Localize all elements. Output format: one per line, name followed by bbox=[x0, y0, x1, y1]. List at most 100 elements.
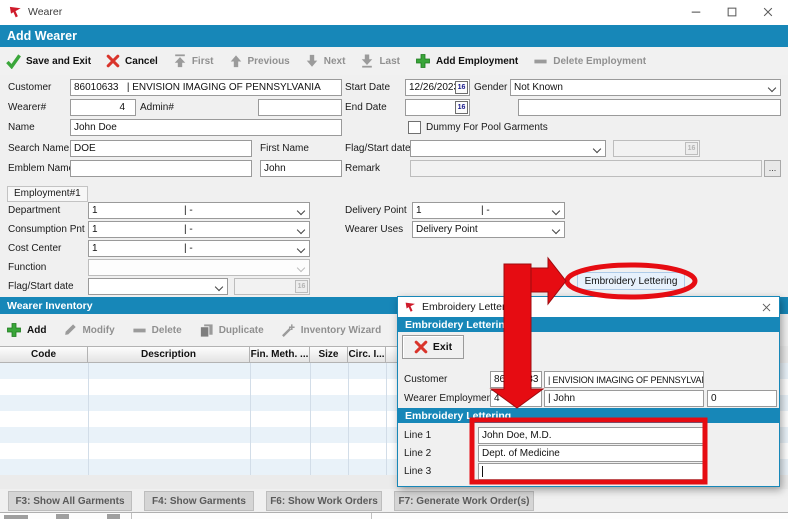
dialog-employment-no-field[interactable]: 4 bbox=[490, 390, 542, 407]
line2-field[interactable]: Dept. of Medicine bbox=[478, 445, 704, 462]
green-plus-icon bbox=[7, 323, 21, 337]
dialog-lettering-section-header: Embroidery Lettering bbox=[398, 408, 779, 423]
wearer-uses-select[interactable]: Delivery Point bbox=[412, 221, 565, 238]
delivery-point-label: Delivery Point bbox=[345, 205, 407, 216]
column-header-size[interactable]: Size bbox=[310, 346, 348, 363]
wearer-uses-label: Wearer Uses bbox=[345, 224, 404, 235]
dialog-section-header: Embroidery Lettering bbox=[398, 317, 779, 332]
dialog-employment-seq-field[interactable]: 0 bbox=[707, 390, 777, 407]
admin-no-label: Admin# bbox=[140, 102, 174, 113]
admin-no-field[interactable] bbox=[258, 99, 342, 116]
department-select[interactable]: 1 | - bbox=[88, 202, 310, 219]
dialog-customer-no-field[interactable]: 86010633 bbox=[490, 371, 542, 388]
customer-field[interactable]: 86010633 | ENVISION IMAGING OF PENNSYLVA… bbox=[70, 79, 342, 96]
column-header-fin-meth[interactable]: Fin. Meth. ... bbox=[250, 346, 310, 363]
consumption-pnt-select[interactable]: 1 | - bbox=[88, 221, 310, 238]
minus-icon bbox=[534, 59, 547, 63]
background-window-sliver bbox=[0, 512, 788, 519]
cost-center-select[interactable]: 1 | - bbox=[88, 240, 310, 257]
dialog-customer-name-field[interactable]: | ENVISION IMAGING OF PENNSYLVANIA bbox=[544, 371, 704, 388]
dialog-customer-label: Customer bbox=[404, 374, 448, 385]
line2-label: Line 2 bbox=[404, 448, 432, 459]
function-select bbox=[88, 259, 310, 276]
chevron-down-icon bbox=[296, 206, 306, 216]
red-x-icon bbox=[414, 340, 428, 354]
save-and-exit-button[interactable]: Save and Exit bbox=[6, 53, 91, 69]
show-work-orders-button[interactable]: F6: Show Work Orders bbox=[266, 491, 382, 511]
inventory-add-button[interactable]: Add bbox=[6, 322, 46, 338]
search-name-label: Search Name bbox=[8, 143, 70, 154]
wearer-no-label: Wearer# bbox=[8, 102, 47, 113]
column-header-circ[interactable]: Circ. I... bbox=[348, 346, 386, 363]
department-label: Department bbox=[8, 205, 61, 216]
first-button[interactable]: First bbox=[173, 54, 214, 68]
window-title: Wearer bbox=[28, 6, 63, 18]
wearer-no-field[interactable]: 4 bbox=[70, 99, 136, 116]
last-button[interactable]: Last bbox=[360, 54, 400, 68]
show-garments-button[interactable]: F4: Show Garments bbox=[144, 491, 254, 511]
dummy-pool-label: Dummy For Pool Garments bbox=[426, 122, 548, 133]
chevron-down-icon bbox=[214, 282, 224, 292]
dialog-toolbar: Exit bbox=[398, 332, 779, 362]
pencil-icon bbox=[65, 324, 77, 335]
column-header-code[interactable]: Code bbox=[0, 346, 88, 363]
inventory-modify-button[interactable]: Modify bbox=[63, 323, 115, 337]
line3-field[interactable] bbox=[478, 463, 704, 480]
chevron-down-icon bbox=[296, 263, 306, 273]
remark-browse-button[interactable]: ... bbox=[764, 160, 781, 177]
calendar-button-disabled: 16 bbox=[685, 142, 698, 155]
name-field[interactable]: John Doe bbox=[70, 119, 342, 136]
first-arrow-icon bbox=[174, 54, 186, 68]
maximize-button[interactable] bbox=[716, 0, 748, 24]
previous-button[interactable]: Previous bbox=[229, 54, 290, 68]
inventory-delete-button[interactable]: Delete bbox=[132, 323, 182, 338]
start-date-field[interactable]: 12/26/2023 16 bbox=[405, 79, 470, 96]
app-logo-icon bbox=[405, 302, 415, 312]
calendar-button[interactable]: 16 bbox=[455, 101, 468, 114]
exit-button[interactable]: Exit bbox=[402, 335, 464, 359]
page-title: Add Wearer bbox=[7, 29, 77, 43]
embroidery-lettering-dialog: Embroidery Lettering Embroidery Letterin… bbox=[397, 296, 780, 487]
close-button[interactable] bbox=[752, 0, 784, 24]
gender-select[interactable]: Not Known bbox=[510, 79, 781, 96]
inventory-duplicate-button[interactable]: Duplicate bbox=[199, 323, 264, 338]
gender-extra-field[interactable] bbox=[518, 99, 781, 116]
main-toolbar: Save and Exit Cancel First Previous Next… bbox=[0, 47, 788, 75]
first-name-label: First Name bbox=[260, 143, 309, 154]
emblem-name-field[interactable] bbox=[70, 160, 252, 177]
first-name-field[interactable]: John bbox=[260, 160, 342, 177]
page-header: Add Wearer bbox=[0, 25, 788, 47]
flag-start-date-select[interactable] bbox=[410, 140, 606, 157]
dialog-employment-name-field[interactable]: | John bbox=[544, 390, 704, 407]
dialog-close-button[interactable] bbox=[756, 299, 776, 315]
window-titlebar: Wearer bbox=[0, 0, 788, 26]
name-label: Name bbox=[8, 122, 35, 133]
column-header-description[interactable]: Description bbox=[88, 346, 250, 363]
down-arrow-icon bbox=[306, 54, 317, 67]
delete-employment-button[interactable]: Delete Employment bbox=[533, 54, 646, 69]
tab-employment-1[interactable]: Employment#1 bbox=[7, 186, 88, 202]
generate-work-orders-button[interactable]: F7: Generate Work Order(s) bbox=[394, 491, 534, 511]
delivery-point-select[interactable]: 1 | - bbox=[412, 202, 565, 219]
emblem-name-label: Emblem Name bbox=[8, 163, 75, 174]
cancel-button[interactable]: Cancel bbox=[106, 54, 158, 68]
close-icon bbox=[762, 303, 770, 311]
employment-flag-start-select[interactable] bbox=[88, 278, 228, 295]
minimize-button[interactable] bbox=[680, 0, 712, 24]
end-date-field[interactable]: 16 bbox=[405, 99, 470, 116]
line1-field[interactable]: John Doe, M.D. bbox=[478, 427, 704, 444]
add-employment-button[interactable]: Add Employment bbox=[415, 53, 518, 69]
calendar-button[interactable]: 16 bbox=[455, 81, 468, 94]
search-name-field[interactable]: DOE bbox=[70, 140, 252, 157]
flag-start-date-field: 16 bbox=[613, 140, 700, 157]
dialog-titlebar: Embroidery Lettering bbox=[398, 297, 779, 317]
dummy-pool-checkbox[interactable] bbox=[408, 121, 421, 134]
text-cursor bbox=[482, 466, 483, 477]
next-button[interactable]: Next bbox=[305, 54, 345, 68]
red-x-icon bbox=[106, 54, 120, 68]
show-all-garments-button[interactable]: F3: Show All Garments bbox=[8, 491, 132, 511]
inventory-wizard-button[interactable]: Inventory Wizard bbox=[281, 323, 381, 338]
check-icon bbox=[6, 53, 21, 69]
embroidery-lettering-button[interactable]: Embroidery Lettering bbox=[577, 272, 685, 290]
